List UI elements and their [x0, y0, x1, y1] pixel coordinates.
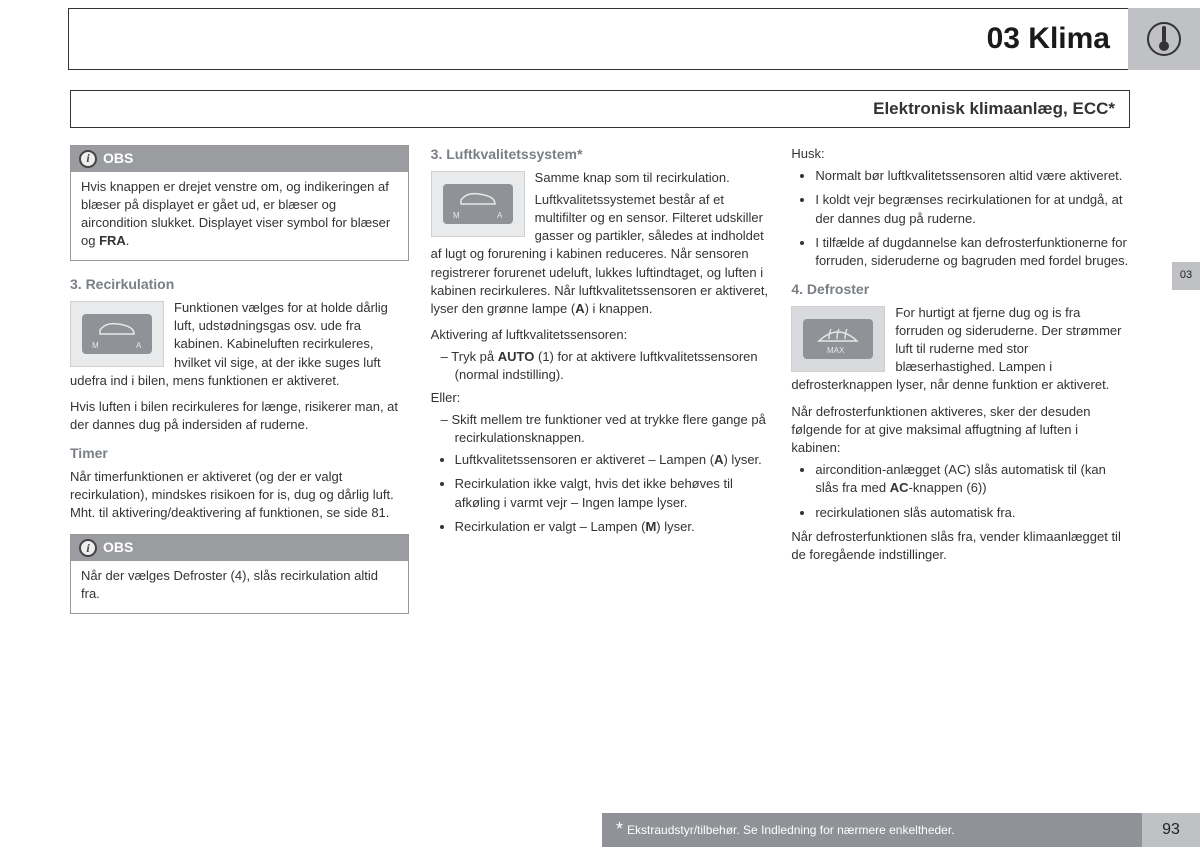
page-number: 93	[1142, 813, 1200, 847]
heading-luftkvalitet: 3. Luftkvalitetssystem*	[431, 145, 770, 165]
obs-header: i OBS	[71, 146, 408, 172]
defrost-button-figure: MAX	[791, 306, 885, 372]
obs-label: OBS	[103, 149, 133, 169]
chapter-header: 03 Klima	[68, 8, 1200, 70]
svg-text:A: A	[497, 211, 503, 220]
airq-block: M A Samme knap som til recirkulation. Lu…	[431, 169, 770, 323]
recirc-block: M A Funktionen vælges for at holde dårli…	[70, 299, 409, 394]
asterisk-icon: *	[616, 817, 623, 842]
airq-dash2: Skift mellem tre funktioner ved at trykk…	[431, 411, 770, 447]
husk-bullets: Normalt bør luftkvalitetssensoren altid …	[791, 167, 1130, 270]
svg-text:A: A	[136, 341, 142, 350]
heading-defroster: 4. Defroster	[791, 280, 1130, 300]
obs-header: i OBS	[71, 535, 408, 561]
list-item: Normalt bør luftkvalitetssensoren altid …	[815, 167, 1130, 185]
column-2: 3. Luftkvalitetssystem* M A Samme knap s…	[431, 145, 770, 628]
thermometer-icon	[1128, 8, 1200, 70]
obs-box-1: i OBS Hvis knappen er drejet venstre om,…	[70, 145, 409, 261]
heading-recirkulation: 3. Recirkulation	[70, 275, 409, 295]
list-item: recirkulationen slås automatisk fra.	[815, 504, 1130, 522]
defrost-block: MAX For hurtigt at fjerne dug og is fra …	[791, 304, 1130, 399]
page-content: i OBS Hvis knappen er drejet venstre om,…	[70, 145, 1130, 628]
list-item: aircondition-anlægget (AC) slås automati…	[815, 461, 1130, 497]
list-item: I koldt vejr begrænses recirkulationen f…	[815, 191, 1130, 227]
heading-timer: Timer	[70, 444, 409, 464]
side-chapter-tab: 03	[1172, 262, 1200, 290]
defrost-bullets: aircondition-anlægget (AC) slås automati…	[791, 461, 1130, 522]
timer-p: Når timerfunktionen er aktiveret (og der…	[70, 468, 409, 523]
svg-text:MAX: MAX	[827, 346, 845, 355]
obs-box-2: i OBS Når der vælges Defroster (4), slås…	[70, 534, 409, 614]
list-item: Luftkvalitetssensoren er aktiveret – Lam…	[455, 451, 770, 469]
airq-dash1: Tryk på AUTO (1) for at aktivere luftkva…	[431, 348, 770, 384]
obs-body: Når der vælges Defroster (4), slås recir…	[71, 561, 408, 613]
info-icon: i	[79, 150, 97, 168]
column-1: i OBS Hvis knappen er drejet venstre om,…	[70, 145, 409, 628]
list-item: Recirkulation ikke valgt, hvis det ikke …	[455, 475, 770, 511]
airq-bullets: Luftkvalitetssensoren er aktiveret – Lam…	[431, 451, 770, 536]
chapter-title: 03 Klima	[68, 8, 1128, 70]
svg-text:M: M	[453, 211, 460, 220]
column-3: Husk: Normalt bør luftkvalitetssensoren …	[791, 145, 1130, 628]
info-icon: i	[79, 539, 97, 557]
svg-text:M: M	[92, 341, 99, 350]
section-title-bar: Elektronisk klimaanlæg, ECC*	[70, 90, 1130, 128]
obs-body: Hvis knappen er drejet venstre om, og in…	[71, 172, 408, 261]
airq-eller: Eller:	[431, 389, 770, 407]
defrost-p3: Når defrosterfunktionen slås fra, vender…	[791, 528, 1130, 564]
list-item: Recirkulation er valgt – Lampen (M) lyse…	[455, 518, 770, 536]
airq-button-figure: M A	[431, 171, 525, 237]
defrost-p2: Når defrosterfunktionen aktiveres, sker …	[791, 403, 1130, 458]
list-item: I tilfælde af dugdannelse kan defrosterf…	[815, 234, 1130, 270]
recirc-p2: Hvis luften i bilen recirkuleres for læn…	[70, 398, 409, 434]
airq-activ-label: Aktivering af luftkvalitetssensoren:	[431, 326, 770, 344]
obs-label: OBS	[103, 538, 133, 558]
recirc-button-figure: M A	[70, 301, 164, 367]
husk-label: Husk:	[791, 145, 1130, 163]
footer-note: * Ekstraudstyr/tilbehør. Se Indledning f…	[602, 813, 1142, 847]
page-footer: * Ekstraudstyr/tilbehør. Se Indledning f…	[602, 813, 1200, 847]
